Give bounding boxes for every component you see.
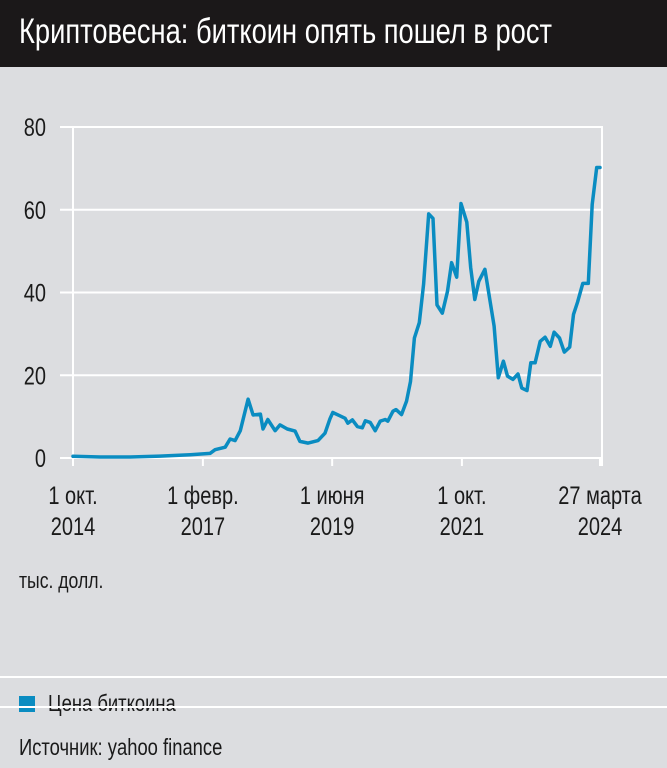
x-tick-label: 1 февр. xyxy=(167,482,239,510)
x-tick-label: 1 окт. xyxy=(48,482,97,510)
x-tick-label: 27 марта xyxy=(558,482,642,510)
line-chart: 0 20 40 60 80 1 окт. 2014 1 февр. 2017 1 июня 2019… xyxy=(24,114,642,541)
x-tick-label: 2014 xyxy=(51,513,95,541)
y-tick-label: 80 xyxy=(24,114,46,142)
x-tick-label: 2019 xyxy=(310,513,354,541)
chart-title: Криптовесна: биткоин опять пошел в рост xyxy=(19,12,553,51)
source-note: Источник: yahoo finance xyxy=(19,734,223,760)
x-tick-label: 2021 xyxy=(440,513,484,541)
y-tick-label: 60 xyxy=(24,197,46,225)
y-tick-label: 20 xyxy=(24,362,46,390)
x-tick-label: 2024 xyxy=(578,513,622,541)
x-tick-label: 1 окт. xyxy=(437,482,486,510)
header-bar: Криптовесна: биткоин опять пошел в рост xyxy=(0,0,667,67)
y-axis-unit-label: тыс. долл. xyxy=(19,568,104,593)
divider xyxy=(0,706,667,708)
series-line-bitcoin-price xyxy=(71,165,602,459)
legend: Цена биткоина xyxy=(19,690,208,717)
legend-label: Цена биткоина xyxy=(48,690,176,716)
x-tick-label: 1 июня xyxy=(300,482,365,510)
divider xyxy=(0,676,667,678)
legend-swatch xyxy=(19,695,35,712)
y-tick-label: 0 xyxy=(35,445,46,473)
y-tick-label: 40 xyxy=(24,279,46,307)
x-tick-label: 2017 xyxy=(181,513,225,541)
